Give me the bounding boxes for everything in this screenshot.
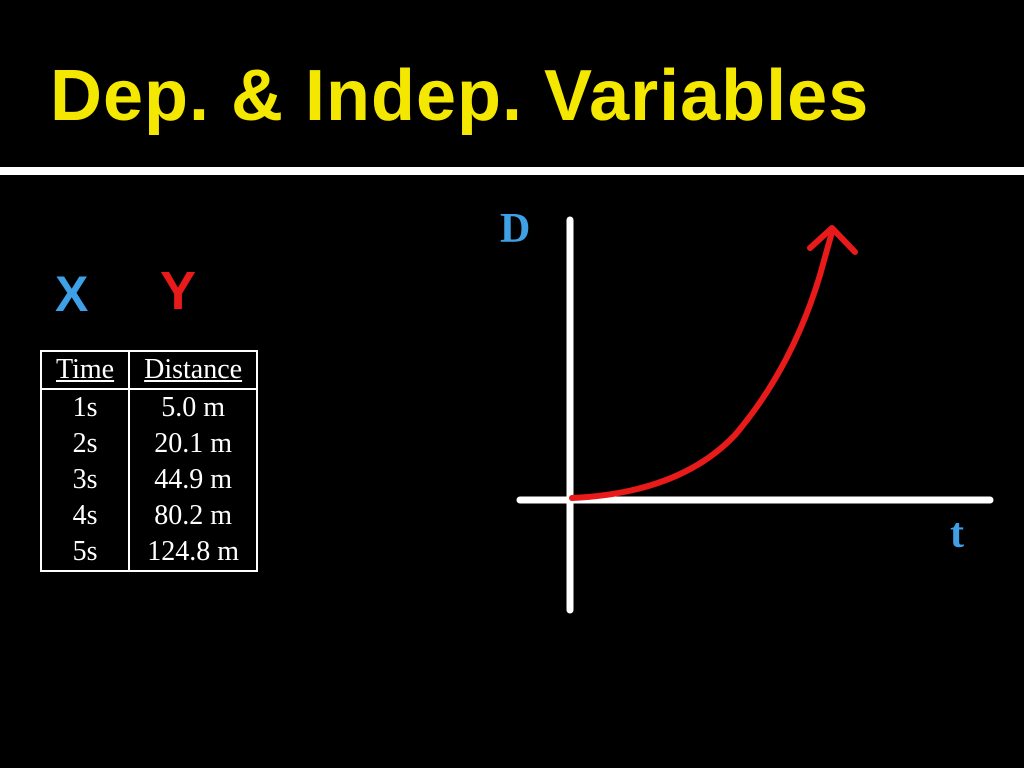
graph-y-label: D [500,205,530,253]
graph-svg [420,210,1000,630]
table-row: 2s20.1 m [41,426,257,462]
title-underline [0,167,1024,175]
curve-line [572,232,832,498]
y-variable-label: Y [160,260,196,322]
x-variable-label: X [55,265,88,323]
page-title: Dep. & Indep. Variables [50,55,869,137]
table-header-row: Time Distance [41,351,257,389]
table-header-time: Time [41,351,129,389]
table-row: 3s44.9 m [41,462,257,498]
graph-x-label: t [950,510,964,558]
table-row: 4s80.2 m [41,498,257,534]
table-row: 5s124.8 m [41,534,257,571]
table-header-distance: Distance [129,351,257,389]
graph-area: D t [420,210,1000,630]
table-row: 1s5.0 m [41,389,257,426]
table-body: 1s5.0 m 2s20.1 m 3s44.9 m 4s80.2 m 5s124… [41,389,257,571]
data-table: Time Distance 1s5.0 m 2s20.1 m 3s44.9 m … [40,350,258,572]
